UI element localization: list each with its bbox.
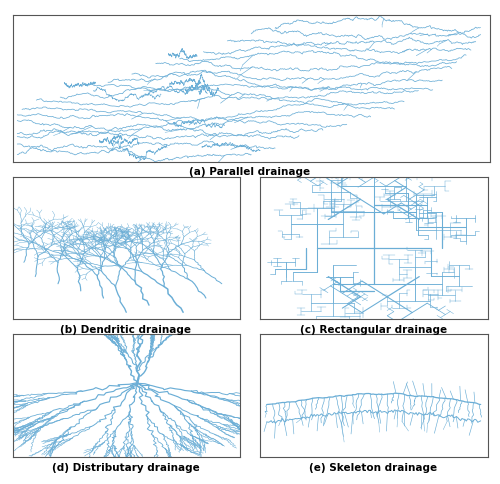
Text: (b) Dendritic drainage: (b) Dendritic drainage <box>60 325 192 335</box>
Text: (c) Rectangular drainage: (c) Rectangular drainage <box>300 325 447 335</box>
Text: (e) Skeleton drainage: (e) Skeleton drainage <box>310 463 438 473</box>
Text: (d) Distributary drainage: (d) Distributary drainage <box>52 463 200 473</box>
Text: (a) Parallel drainage: (a) Parallel drainage <box>190 167 310 177</box>
